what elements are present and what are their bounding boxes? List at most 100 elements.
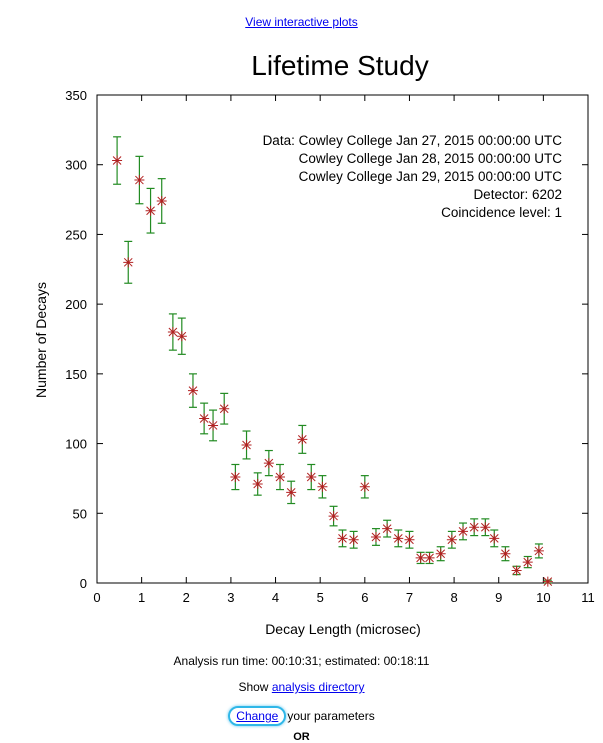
change-parameters-line: Change your parameters	[0, 706, 603, 726]
point-marker	[480, 522, 491, 533]
show-prefix: Show	[238, 680, 269, 694]
data-point	[542, 576, 553, 587]
change-link-highlight: Change	[228, 706, 287, 726]
data-point	[123, 240, 134, 284]
data-point	[167, 313, 178, 351]
data-point	[156, 178, 167, 224]
point-marker	[511, 565, 522, 576]
data-point	[145, 187, 156, 234]
show-directory-line: Show analysis directory	[0, 680, 603, 694]
plot-frame	[96, 94, 589, 584]
point-marker	[415, 552, 426, 563]
point-marker	[199, 413, 210, 424]
point-marker	[241, 439, 252, 450]
point-marker	[404, 534, 415, 545]
data-point	[469, 518, 480, 537]
point-marker	[187, 385, 198, 396]
chart-annotation: Data: Cowley College Jan 27, 2015 00:00:…	[263, 133, 563, 220]
point-marker	[489, 533, 500, 544]
point-marker	[382, 523, 393, 534]
point-marker	[297, 434, 308, 445]
data-point	[252, 472, 263, 496]
point-marker	[208, 420, 219, 431]
point-marker	[145, 205, 156, 216]
data-point	[489, 529, 500, 548]
data-point	[176, 317, 187, 355]
data-point	[317, 475, 328, 499]
data-point	[480, 518, 491, 537]
data-point	[219, 392, 230, 425]
x-tick-label: 1	[138, 590, 145, 605]
data-point	[112, 136, 123, 185]
point-marker	[469, 522, 480, 533]
data-point	[404, 530, 415, 549]
chart-title: Lifetime Study	[251, 50, 428, 81]
point-marker	[176, 331, 187, 342]
point-marker	[123, 257, 134, 268]
data-point	[187, 373, 198, 408]
data-point	[415, 551, 426, 565]
change-link[interactable]: Change	[236, 709, 279, 723]
y-tick-label: 350	[65, 88, 87, 103]
point-marker	[348, 534, 359, 545]
x-axis-ticks: 0 1 2 3 4 5 6 7 8 9 10 11	[93, 95, 595, 605]
x-tick-label: 0	[93, 590, 100, 605]
x-tick-label: 10	[536, 590, 550, 605]
annotation-line: Detector: 6202	[473, 187, 562, 202]
change-suffix: your parameters	[287, 709, 375, 723]
y-axis-label: Number of Decays	[33, 282, 49, 398]
view-interactive-plots-link[interactable]: View interactive plots	[245, 15, 358, 29]
data-point	[297, 424, 308, 454]
point-marker	[370, 531, 381, 542]
x-tick-label: 2	[183, 590, 190, 605]
analysis-directory-link[interactable]: analysis directory	[271, 680, 365, 694]
data-point	[382, 519, 393, 538]
point-marker	[522, 557, 533, 568]
point-marker	[306, 472, 317, 483]
y-tick-label: 0	[80, 576, 87, 591]
data-point	[199, 402, 210, 435]
data-point	[370, 528, 381, 546]
point-marker	[167, 327, 178, 338]
point-marker	[393, 533, 404, 544]
point-marker	[337, 533, 348, 544]
data-points	[112, 136, 553, 587]
data-point	[230, 463, 241, 491]
point-marker	[252, 479, 263, 490]
point-marker	[424, 552, 435, 563]
point-marker	[328, 511, 339, 522]
x-tick-label: 11	[581, 590, 595, 605]
data-point	[511, 565, 522, 576]
or-label: OR	[293, 731, 310, 743]
data-point	[286, 480, 297, 505]
data-point	[275, 463, 286, 491]
data-point	[446, 530, 457, 549]
point-marker	[533, 545, 544, 556]
y-tick-label: 150	[65, 367, 87, 382]
x-tick-label: 7	[406, 590, 413, 605]
data-point	[500, 546, 511, 562]
x-axis-label: Decay Length (microsec)	[265, 621, 421, 637]
top-link-container: View interactive plots	[0, 15, 603, 29]
point-marker	[263, 458, 274, 469]
data-point	[337, 529, 348, 548]
y-tick-label: 50	[73, 506, 87, 521]
data-point	[328, 505, 339, 527]
x-tick-label: 4	[272, 590, 279, 605]
y-axis-ticks: 0 50 100 150 200 250 300 350	[65, 88, 588, 591]
data-point	[435, 546, 446, 562]
data-point	[424, 551, 435, 565]
x-tick-label: 6	[361, 590, 368, 605]
data-point	[522, 555, 533, 569]
point-marker	[156, 195, 167, 206]
annotation-line: Coincidence level: 1	[441, 205, 562, 220]
data-point	[393, 529, 404, 548]
data-point	[458, 522, 469, 541]
point-marker	[286, 487, 297, 498]
annotation-line: Cowley College Jan 29, 2015 00:00:00 UTC	[299, 169, 563, 184]
lifetime-chart: Lifetime Study 0 1 2 3 4 5 6 7 8 9 10 11 0 50 100 150 2…	[33, 50, 595, 637]
analysis-runtime: Analysis run time: 00:10:31; estimated: …	[173, 654, 430, 668]
point-marker	[446, 534, 457, 545]
data-point	[241, 430, 252, 460]
data-point	[263, 449, 274, 477]
